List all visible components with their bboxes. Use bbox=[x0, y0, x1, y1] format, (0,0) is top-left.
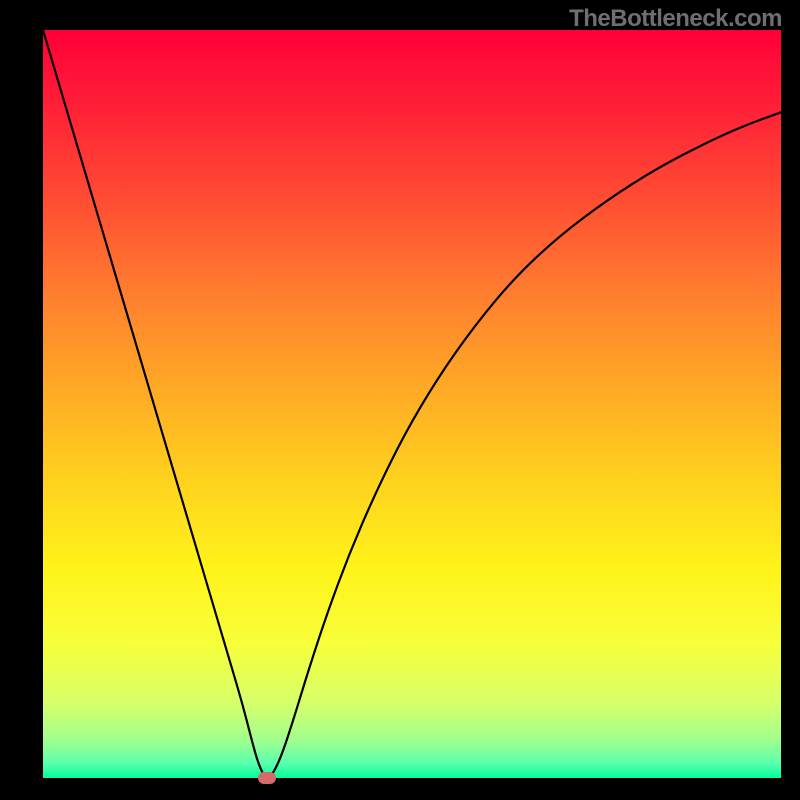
plot-area bbox=[43, 30, 781, 778]
watermark-text: TheBottleneck.com bbox=[569, 5, 782, 33]
bottleneck-curve-svg bbox=[43, 30, 781, 778]
optimal-point-marker bbox=[258, 772, 276, 784]
bottleneck-curve-path bbox=[43, 30, 781, 778]
